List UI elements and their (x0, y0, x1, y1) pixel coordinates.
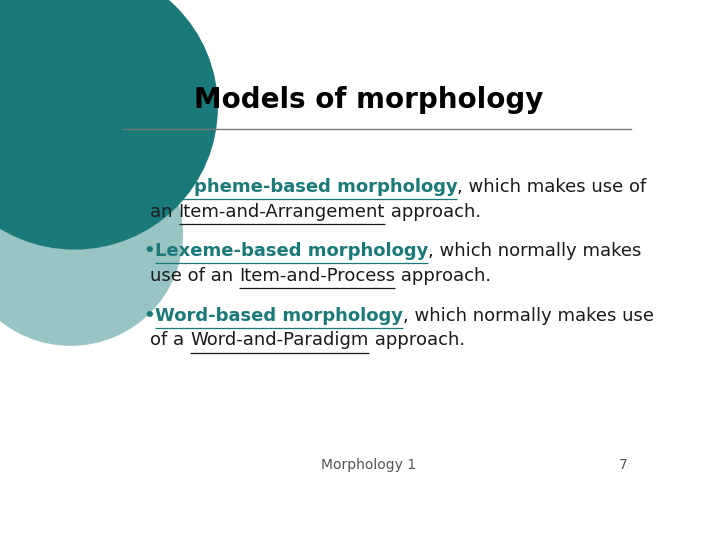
Text: Morphology 1: Morphology 1 (321, 458, 417, 472)
Text: approach.: approach. (395, 267, 491, 285)
Text: •: • (143, 178, 155, 195)
Text: approach.: approach. (385, 202, 481, 220)
Text: Lexeme-based morphology: Lexeme-based morphology (155, 242, 428, 260)
Text: Item-and-Process: Item-and-Process (239, 267, 395, 285)
Text: Word-based morphology: Word-based morphology (155, 307, 402, 325)
Text: use of an: use of an (150, 267, 239, 285)
Text: approach.: approach. (369, 332, 464, 349)
Text: , which normally makes use: , which normally makes use (402, 307, 654, 325)
Text: •: • (143, 242, 155, 260)
Ellipse shape (0, 123, 183, 346)
Text: Word-and-Paradigm: Word-and-Paradigm (190, 332, 369, 349)
Text: an: an (150, 202, 179, 220)
Text: 7: 7 (618, 458, 627, 472)
Ellipse shape (0, 0, 218, 249)
Text: Models of morphology: Models of morphology (194, 86, 544, 114)
Text: Morpheme-based morphology: Morpheme-based morphology (155, 178, 457, 195)
Text: Item-and-Arrangement: Item-and-Arrangement (179, 202, 385, 220)
Text: •: • (143, 307, 155, 325)
Text: , which makes use of: , which makes use of (457, 178, 647, 195)
Text: , which normally makes: , which normally makes (428, 242, 642, 260)
Text: of a: of a (150, 332, 190, 349)
